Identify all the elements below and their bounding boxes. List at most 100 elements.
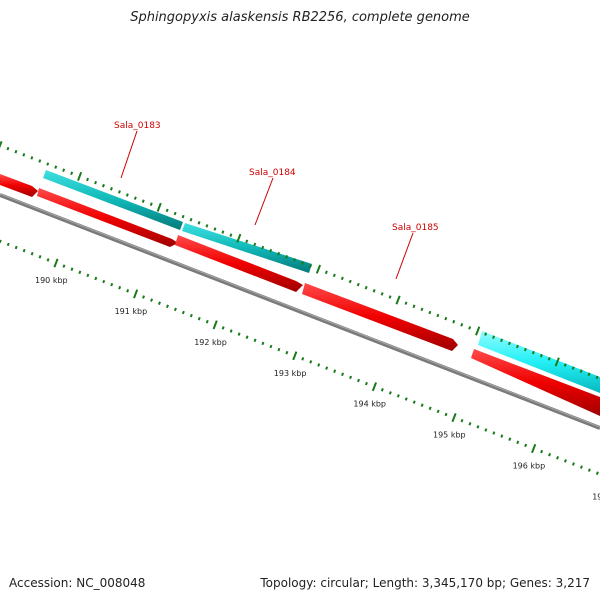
- minor-tick: [571, 462, 575, 466]
- minor-tick: [70, 171, 74, 176]
- minor-tick: [531, 350, 535, 355]
- minor-tick: [189, 217, 193, 222]
- minor-tick: [468, 422, 472, 426]
- minor-tick: [261, 341, 265, 346]
- minor-tick: [189, 313, 193, 318]
- minor-tick: [101, 183, 105, 188]
- scale-label: 194 kbp: [353, 400, 386, 409]
- minor-tick: [308, 264, 312, 268]
- minor-tick: [460, 418, 464, 423]
- minor-tick: [468, 326, 472, 330]
- minor-tick: [261, 245, 265, 250]
- minor-tick: [380, 292, 384, 296]
- minor-tick: [500, 338, 504, 343]
- cds-reverse[interactable]: [478, 331, 600, 393]
- minor-tick: [0, 239, 2, 244]
- minor-tick: [332, 273, 336, 278]
- cds-reverse[interactable]: [182, 223, 312, 273]
- minor-tick: [78, 270, 82, 275]
- minor-tick: [38, 255, 42, 259]
- minor-tick: [364, 285, 368, 290]
- minor-tick: [356, 282, 360, 287]
- gene-leader-line: [254, 177, 274, 226]
- minor-tick: [285, 350, 289, 355]
- minor-tick: [484, 428, 488, 432]
- major-tick: [212, 320, 218, 330]
- minor-tick: [540, 449, 544, 454]
- minor-tick: [380, 388, 384, 392]
- minor-tick: [22, 153, 26, 157]
- minor-tick: [157, 301, 161, 305]
- minor-tick: [86, 177, 90, 182]
- minor-tick: [595, 471, 599, 475]
- cds-forward[interactable]: [0, 174, 38, 197]
- minor-tick: [197, 221, 201, 225]
- minor-tick: [547, 357, 551, 361]
- minor-tick: [30, 156, 34, 160]
- cds-forward-sala-0183[interactable]: [37, 188, 178, 247]
- minor-tick: [516, 440, 520, 445]
- gene-label-sala-0184[interactable]: Sala_0184: [249, 168, 296, 178]
- minor-tick: [420, 307, 424, 312]
- minor-tick: [563, 363, 567, 367]
- cds-forward[interactable]: [471, 349, 600, 416]
- minor-tick: [587, 372, 591, 377]
- minor-tick: [333, 369, 337, 373]
- minor-tick: [324, 270, 328, 275]
- cds-forward-sala-0185[interactable]: [302, 283, 458, 351]
- minor-tick: [412, 304, 416, 309]
- minor-tick: [388, 295, 392, 299]
- minor-tick: [404, 397, 408, 401]
- minor-tick: [125, 193, 129, 197]
- minor-tick: [213, 227, 217, 231]
- major-tick: [475, 326, 481, 336]
- minor-tick: [348, 279, 352, 284]
- major-tick: [236, 233, 242, 243]
- map-title: Sphingopyxis alaskensis RB2256, complete…: [130, 10, 470, 25]
- minor-tick: [6, 146, 10, 151]
- minor-tick: [14, 149, 18, 154]
- minor-tick: [173, 211, 177, 216]
- major-tick: [531, 443, 537, 454]
- gene-leader-line: [120, 130, 138, 179]
- minor-tick: [492, 335, 496, 339]
- cds-reverse[interactable]: [43, 170, 183, 230]
- scale-label: 195 kbp: [433, 431, 466, 440]
- minor-tick: [102, 279, 106, 284]
- minor-tick: [54, 165, 58, 169]
- minor-tick: [205, 224, 209, 228]
- minor-tick: [126, 289, 130, 293]
- minor-tick: [444, 412, 448, 417]
- minor-tick: [364, 381, 368, 386]
- scale-label: 193 kbp: [274, 369, 307, 378]
- gene-label-sala-0185[interactable]: Sala_0185: [392, 223, 439, 233]
- outer-tick-track: [0, 140, 599, 380]
- minor-tick: [301, 261, 304, 265]
- minor-tick: [181, 310, 185, 315]
- gene-label-group: Sala_0183 Sala_0184 Sala_0185: [114, 121, 439, 280]
- gene-label-sala-0183[interactable]: Sala_0183: [114, 121, 161, 131]
- major-tick: [371, 382, 378, 392]
- minor-tick: [500, 434, 504, 438]
- minor-tick: [117, 190, 121, 194]
- forward-cds-track: [0, 174, 600, 416]
- minor-tick: [595, 375, 599, 380]
- minor-tick: [62, 168, 66, 172]
- minor-tick: [476, 425, 480, 429]
- major-tick: [156, 202, 162, 212]
- inner-tick-track: [0, 239, 599, 475]
- minor-tick: [301, 357, 305, 361]
- minor-tick: [428, 310, 432, 315]
- minor-tick: [293, 258, 297, 262]
- minor-tick: [523, 347, 527, 352]
- minor-tick: [245, 335, 249, 339]
- minor-tick: [563, 459, 567, 463]
- scale-label: 191 kbp: [115, 307, 148, 316]
- cds-forward-sala-0184[interactable]: [175, 235, 303, 292]
- minor-tick: [38, 159, 42, 163]
- minor-tick: [436, 409, 440, 414]
- minor-tick: [46, 258, 50, 262]
- minor-tick: [141, 199, 145, 203]
- minor-tick: [245, 239, 249, 244]
- scale-label: 192 kbp: [194, 338, 227, 347]
